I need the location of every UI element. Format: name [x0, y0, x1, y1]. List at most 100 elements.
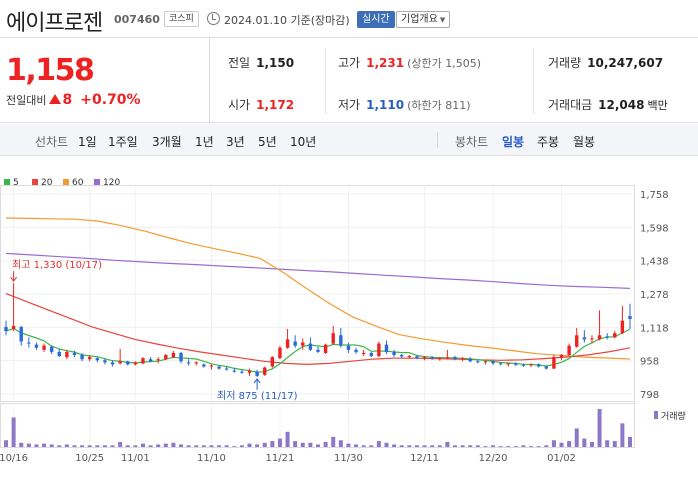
volume-bar — [19, 442, 24, 447]
tab-weekly-candle[interactable]: 주봉 — [537, 135, 560, 149]
candle-body — [171, 352, 176, 358]
volume-bar — [156, 444, 161, 447]
candle-body — [369, 352, 373, 357]
x-tick-label: 10/25 — [75, 453, 104, 464]
min-arrow-head — [253, 378, 261, 384]
divider — [325, 48, 326, 114]
candle-body — [240, 371, 244, 373]
volume-bar — [277, 438, 282, 447]
stock-code: 007460 — [114, 13, 160, 26]
ma120-line — [5, 252, 631, 289]
candle-body — [483, 361, 488, 363]
change-row: 전일대비 8 +0.70% — [6, 92, 141, 108]
candle-body — [575, 335, 579, 347]
candle-body — [498, 363, 503, 365]
volume-bar — [589, 441, 594, 447]
volume-bar — [87, 445, 92, 447]
volume-bar — [521, 445, 526, 447]
volume-bar — [118, 441, 123, 447]
volume-bar — [437, 445, 442, 447]
volume-bar — [468, 445, 473, 447]
candle-body — [377, 343, 381, 357]
realtime-button[interactable]: 실시간 — [357, 11, 395, 28]
tab-daily-candle[interactable]: 일봉 — [502, 135, 525, 149]
volume-bar — [308, 442, 313, 447]
volume-bar — [536, 446, 541, 447]
volume-bar — [209, 445, 214, 447]
open-value: 1,172 — [256, 98, 295, 112]
volume-bar — [506, 446, 511, 447]
price-plot-frame — [0, 185, 635, 402]
candle-body — [27, 342, 31, 344]
candle-body — [103, 360, 107, 363]
volume-bar — [49, 444, 54, 447]
candle-body — [445, 357, 450, 359]
candle-body — [247, 370, 252, 373]
volume-bar — [26, 443, 31, 447]
y-tick-label: 1,118 — [640, 323, 669, 334]
candle-body — [559, 355, 564, 358]
volume-bar — [4, 440, 8, 447]
tab-10y[interactable]: 10년 — [290, 135, 317, 149]
volume-bar — [597, 409, 602, 447]
legend-swatch — [94, 179, 100, 185]
volume-bar — [513, 446, 518, 447]
min-price-annotation: 최저 875 (11/17) — [217, 390, 298, 402]
volume-bar — [270, 441, 275, 447]
up-triangle-icon — [49, 94, 62, 104]
volume-bar — [338, 440, 343, 447]
candle-body — [620, 320, 625, 334]
candle-body — [65, 351, 69, 358]
candle-body — [590, 338, 594, 340]
candle-body — [597, 335, 602, 340]
amount-unit: 백만 — [647, 99, 668, 112]
stock-name: 에이프로젠 — [6, 11, 103, 36]
candle-chart-title: 봉차트 — [455, 135, 489, 149]
ma60-line — [5, 217, 631, 360]
y-tick-label: 958 — [640, 357, 659, 368]
candle-body — [400, 355, 404, 357]
tab-1d[interactable]: 1일 — [78, 135, 97, 149]
volume-bar — [567, 441, 572, 447]
candle-body — [57, 351, 61, 357]
candle-body — [567, 345, 571, 356]
y-tick-label: 798 — [640, 390, 659, 401]
tab-3m[interactable]: 3개월 — [152, 135, 182, 149]
volume-item: 거래량 10,247,607 — [548, 54, 663, 71]
ma-legend-label: 5 — [13, 178, 19, 188]
x-tick-label: 12/20 — [479, 453, 508, 464]
candle-body — [4, 326, 8, 332]
volume-bar — [369, 445, 374, 447]
tab-1w[interactable]: 1주일 — [108, 135, 138, 149]
tab-5y[interactable]: 5년 — [258, 135, 277, 149]
candle-body — [308, 343, 313, 350]
volume-bar — [361, 445, 366, 447]
volume-bar — [605, 440, 610, 447]
volume-bar — [224, 445, 229, 447]
prev-close-value: 1,150 — [256, 56, 295, 70]
candle-body — [141, 358, 145, 364]
volume-bar — [72, 445, 77, 447]
company-overview-dropdown[interactable]: 기업개요 ▼ — [396, 11, 451, 28]
tab-3y[interactable]: 3년 — [226, 135, 245, 149]
volume-bar — [483, 446, 488, 447]
amount-item: 거래대금 12,048 백만 — [548, 96, 668, 113]
x-tick-label: 11/10 — [197, 453, 226, 464]
volume-bar — [407, 445, 412, 447]
candle-body — [346, 345, 351, 350]
tab-1y[interactable]: 1년 — [195, 135, 214, 149]
candle-body — [323, 344, 328, 353]
max-price-annotation: 최고 1,330 (10/17) — [12, 259, 102, 271]
tab-monthly-candle[interactable]: 월봉 — [573, 135, 596, 149]
volume-bar — [346, 443, 351, 447]
candle-body — [384, 344, 389, 352]
candle-body — [179, 352, 183, 362]
company-overview-label: 기업개요 — [401, 14, 438, 25]
candle-body — [95, 358, 100, 361]
candle-body — [164, 355, 168, 360]
low-value: 1,110 — [366, 98, 405, 112]
volume-legend: 거래량 — [654, 409, 686, 422]
volume-bar — [95, 445, 100, 447]
candle-body — [514, 363, 518, 365]
candle-body — [255, 371, 259, 376]
